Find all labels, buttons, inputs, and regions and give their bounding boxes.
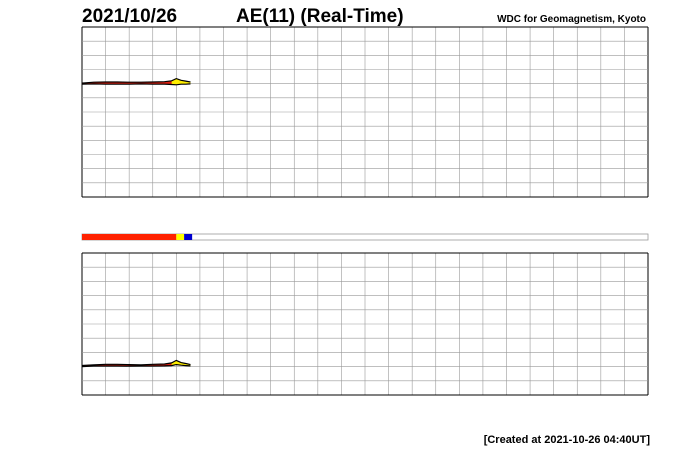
index-band-fill	[82, 360, 191, 367]
series-line-au	[81, 77, 191, 84]
station-coverage-bar	[81, 233, 649, 241]
station-bar-segment	[184, 234, 193, 240]
au-al-panel	[81, 26, 649, 198]
series-line-ae	[81, 359, 191, 367]
station-bar-segment	[176, 234, 185, 240]
date-label: 2021/10/26	[82, 6, 177, 27]
created-timestamp: [Created at 2021-10-26 04:40UT]	[484, 434, 651, 446]
ae-ao-panel	[81, 252, 649, 396]
chart-title: AE(11) (Real-Time)	[236, 6, 404, 27]
station-bar-segment	[82, 234, 177, 240]
source-label: WDC for Geomagnetism, Kyoto	[497, 14, 646, 25]
index-band-fill	[82, 78, 191, 85]
series-line-ao	[81, 363, 191, 368]
index-band-recent-fill	[171, 78, 191, 85]
series-line-al	[81, 83, 191, 86]
